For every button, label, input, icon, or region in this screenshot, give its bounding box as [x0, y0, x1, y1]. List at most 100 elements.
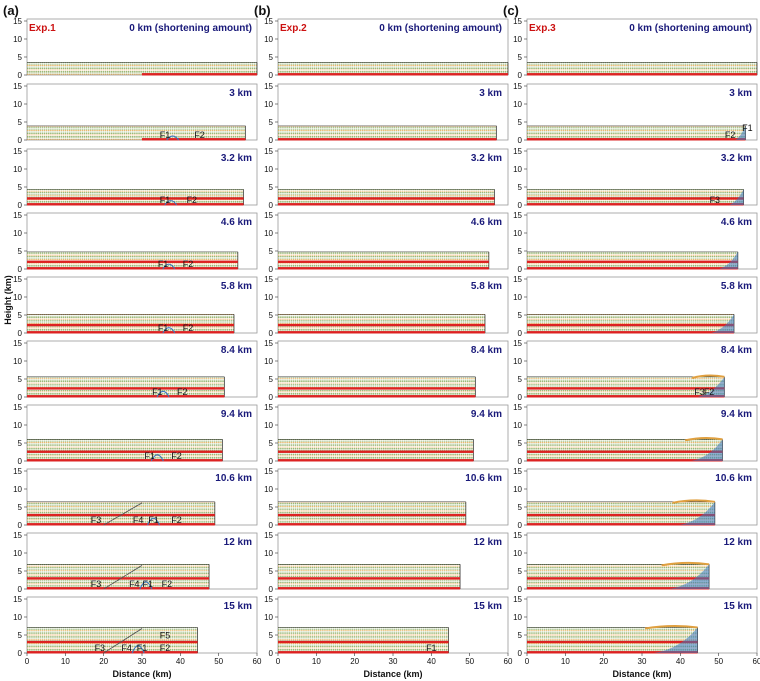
- fault-label: F3: [91, 515, 102, 525]
- fault-trace: [166, 135, 180, 141]
- weak-layer: [278, 387, 476, 390]
- shortening-amount-label: 9.4 km: [471, 409, 502, 420]
- shortening-amount-label: 5.8 km: [471, 281, 502, 292]
- weak-layer: [527, 331, 734, 334]
- uplift-fold: [691, 374, 725, 379]
- y-tick-label: 0: [18, 265, 23, 274]
- shortening-amount-label: 15 km: [724, 601, 752, 612]
- panel-frame: [526, 83, 758, 141]
- y-tick-label: 0: [269, 71, 274, 80]
- fault-label: F2: [160, 643, 171, 653]
- weak-layer: [527, 523, 715, 526]
- weak-layer: [527, 587, 710, 590]
- weak-layer: [278, 577, 461, 580]
- fault-trace: [103, 502, 143, 526]
- y-tick-label: 5: [269, 439, 274, 448]
- y-axis-label: Height (km): [3, 275, 13, 325]
- fault-label: F1: [426, 643, 437, 653]
- y-tick-label: 0: [269, 329, 274, 338]
- model-panel: 15 10 5 0 10.6 km: [513, 467, 758, 530]
- shortening-amount-label: 8.4 km: [221, 345, 252, 356]
- y-tick-label: 15: [264, 17, 273, 26]
- y-tick-label: 5: [269, 567, 274, 576]
- y-tick-label: 15: [13, 467, 22, 476]
- y-tick-label: 0: [269, 649, 274, 658]
- shortening-amount-label: 3 km: [479, 88, 502, 99]
- model-panel: 15 10 5 0 3 km: [264, 82, 509, 145]
- model-panel: 15 10 5 0 15 km: [513, 595, 758, 658]
- y-tick-label: 0: [518, 521, 523, 530]
- model-panel: 15 10 5 0 10.6 km: [264, 467, 509, 530]
- model-panel: 15 10 5 0 4.6 km: [513, 211, 758, 274]
- weak-layer: [278, 640, 449, 644]
- model-panel: 15 10 5 0 3 km: [513, 82, 758, 145]
- y-tick-label: 5: [18, 118, 23, 127]
- experiment-label: Exp.3: [529, 23, 556, 34]
- y-tick-label: 10: [264, 35, 273, 44]
- fault-label: F1: [158, 259, 169, 269]
- shortening-amount-label: 0 km (shortening amount): [379, 23, 502, 34]
- weak-layer: [278, 523, 466, 526]
- y-tick-label: 5: [518, 503, 523, 512]
- fault-label: F1: [158, 323, 169, 333]
- fault-label: F1: [742, 123, 753, 133]
- model-panel: 15 10 5 0 5.8 km: [264, 275, 509, 338]
- y-tick-label: 0: [269, 136, 274, 145]
- model-panel: 15 10 5 0 8.4 km: [513, 339, 758, 402]
- model-panel: 15 10 5 0 4.6 km: [13, 211, 258, 274]
- shortening-amount-label: 0 km (shortening amount): [629, 23, 752, 34]
- weak-layer: [27, 331, 234, 334]
- weak-layer: [278, 203, 495, 206]
- y-tick-label: 15: [13, 211, 22, 220]
- y-tick-label: 5: [18, 53, 23, 62]
- y-tick-label: 5: [518, 567, 523, 576]
- shortening-amount-label: 3 km: [229, 88, 252, 99]
- shortening-amount-label: 12 km: [724, 537, 752, 548]
- y-tick-label: 0: [518, 71, 523, 80]
- x-tick-label: 50: [465, 657, 474, 666]
- y-tick-label: 0: [18, 521, 23, 530]
- weak-layer: [527, 577, 710, 580]
- deformation-zone: [669, 564, 710, 589]
- fault-label: F2: [194, 130, 205, 140]
- shortening-amount-label: 4.6 km: [721, 217, 752, 228]
- shortening-amount-label: 10.6 km: [465, 473, 502, 484]
- y-tick-label: 15: [264, 211, 273, 220]
- y-tick-label: 15: [13, 339, 22, 348]
- y-tick-label: 5: [518, 439, 523, 448]
- y-tick-label: 15: [513, 531, 522, 540]
- fault-label: F1: [142, 579, 153, 589]
- model-panel: 15 10 5 0 9.4 km: [264, 403, 509, 466]
- shortening-amount-label: 4.6 km: [221, 217, 252, 228]
- fault-label: F2: [171, 515, 182, 525]
- fault-label: F1: [160, 130, 171, 140]
- weak-layer: [527, 73, 757, 76]
- y-tick-label: 15: [13, 531, 22, 540]
- model-panel: 15 10 5 0 3 km: [13, 82, 258, 145]
- fault-trace: [162, 263, 176, 270]
- fault-label: F3: [710, 195, 721, 205]
- x-tick-label: 60: [753, 657, 760, 666]
- weak-layer: [27, 387, 225, 390]
- model-panel: 15 10 5 0 12 km: [264, 531, 509, 594]
- fault-trace: [162, 327, 176, 334]
- y-tick-label: 15: [513, 17, 522, 26]
- y-tick-label: 5: [269, 631, 274, 640]
- x-tick-label: 60: [253, 657, 262, 666]
- weak-layer: [527, 197, 744, 200]
- y-tick-label: 10: [264, 293, 273, 302]
- model-panel: 15 10 5 0 3.2 km: [264, 147, 509, 210]
- fault-label: F2: [725, 130, 736, 140]
- y-tick-label: 5: [269, 183, 274, 192]
- weak-layer: [278, 331, 485, 334]
- deformation-zone: [729, 189, 744, 205]
- weak-layer: [27, 640, 198, 644]
- shortening-amount-label: 12 km: [224, 537, 252, 548]
- y-tick-label: 0: [518, 649, 523, 658]
- model-panel: 15 10 5 0 15 km: [13, 595, 258, 658]
- y-tick-label: 15: [513, 467, 522, 476]
- uplift-fold: [672, 499, 715, 504]
- fault-label: F2: [704, 387, 715, 397]
- fault-label: F2: [183, 323, 194, 333]
